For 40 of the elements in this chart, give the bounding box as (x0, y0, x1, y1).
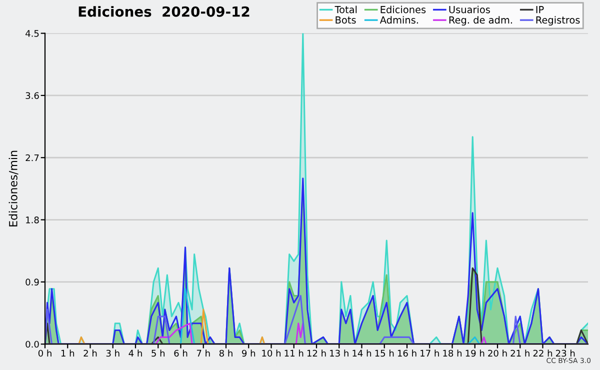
x-tick-label: 3 h (106, 350, 120, 357)
x-tick-label: 8 h (219, 350, 232, 357)
chart-title: Ediciones 2020-09-12 (78, 6, 250, 17)
x-tick-label: 18 h (443, 350, 462, 357)
x-tick-label: 2 h (84, 350, 97, 357)
x-tick-label: 20 h (488, 350, 507, 357)
x-tick-label: 17 h (420, 350, 439, 357)
x-tick-label: 7 h (196, 350, 210, 357)
x-tick-label: 6 h (174, 350, 188, 357)
x-tick-label: 19 h (466, 350, 484, 357)
legend-label: Ediciones (380, 6, 426, 14)
x-tick-label: 10 h (262, 350, 281, 357)
x-tick-label: 12 h (307, 350, 326, 357)
y-tick-label: 3.6 (26, 92, 39, 100)
legend-label: Reg. de adm. (449, 16, 512, 26)
x-tick-label: 13 h (330, 350, 348, 357)
legend-label: IP (536, 6, 544, 14)
x-tick-label: 9 h (242, 350, 256, 357)
x-tick-label: 22 h (533, 350, 552, 357)
x-tick-label: 16 h (398, 350, 416, 357)
x-tick-label: 11 h (284, 350, 304, 357)
y-tick-label: 4.5 (26, 30, 39, 37)
y-axis-title: Ediciones/min (8, 150, 18, 226)
y-tick-label: 0.0 (26, 340, 39, 348)
legend-label: Usuarios (449, 6, 490, 14)
legend-label: Bots (336, 16, 356, 24)
legend-label: Total (334, 6, 357, 14)
x-tick-label: 5 h (152, 350, 165, 357)
x-tick-label: 4 h (128, 350, 142, 357)
x-tick-label: 23 h (556, 350, 575, 357)
x-tick-label: 1 h (61, 350, 74, 357)
legend-label: Admins. (380, 16, 418, 24)
y-tick-label: 0.9 (26, 278, 39, 286)
x-tick-label: 0 h (38, 350, 52, 357)
y-tick-label: 2.7 (26, 154, 39, 162)
x-tick-label: 15 h (375, 350, 394, 357)
legend-label: Registros (536, 16, 580, 26)
x-tick-label: 14 h (352, 350, 372, 357)
y-tick-label: 1.8 (26, 216, 39, 224)
x-tick-label: 21 h (510, 350, 530, 357)
